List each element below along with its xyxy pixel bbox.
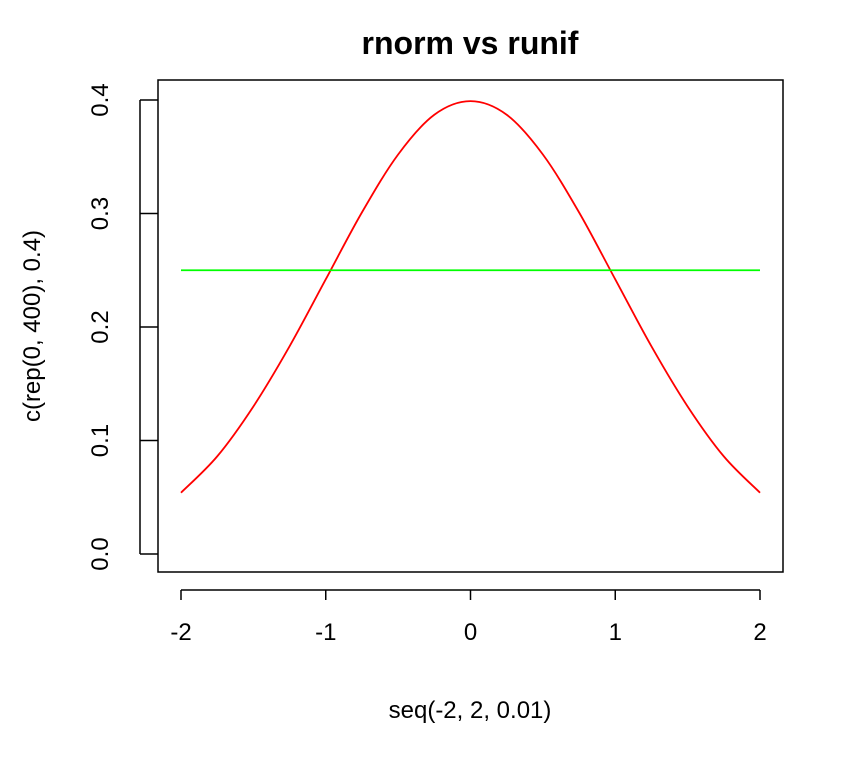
series-layer <box>180 100 761 494</box>
plot-frame <box>157 79 784 573</box>
x-tick-label: 2 <box>753 619 766 646</box>
y-axis: 0.0 0.1 0.2 0.3 0.4 <box>87 83 158 571</box>
y-tick-label: 0.1 <box>87 424 114 457</box>
y-tick-label: 0.3 <box>87 197 114 230</box>
x-tick-label: 0 <box>464 619 477 646</box>
y-axis-label: c(rep(0, 400), 0.4) <box>19 230 46 422</box>
x-axis: -2 -1 0 1 2 <box>170 589 767 646</box>
x-tick-label: 1 <box>609 619 622 646</box>
y-tick-label: 0.4 <box>87 83 114 116</box>
x-tick-label: -2 <box>170 619 191 646</box>
x-tick-label: -1 <box>315 619 336 646</box>
y-tick-label: 0.2 <box>87 310 114 343</box>
chart-title: rnorm vs runif <box>362 25 579 61</box>
x-axis-label: seq(-2, 2, 0.01) <box>389 697 552 724</box>
series-line-1 <box>180 100 761 494</box>
y-tick-label: 0.0 <box>87 537 114 570</box>
